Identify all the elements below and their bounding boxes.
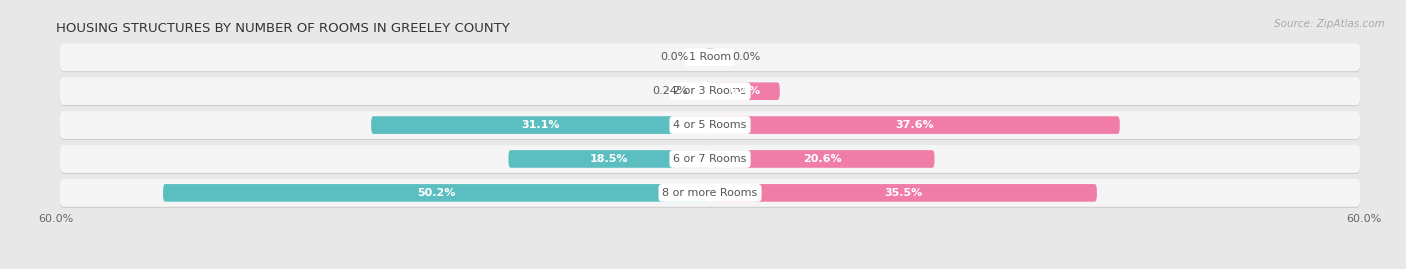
FancyBboxPatch shape	[59, 43, 1361, 71]
FancyBboxPatch shape	[371, 116, 710, 134]
Text: 0.0%: 0.0%	[659, 52, 689, 62]
FancyBboxPatch shape	[59, 77, 1361, 105]
Text: 6.4%: 6.4%	[730, 86, 761, 96]
Text: 18.5%: 18.5%	[591, 154, 628, 164]
Text: 6 or 7 Rooms: 6 or 7 Rooms	[673, 154, 747, 164]
Bar	[707, 48, 710, 66]
FancyBboxPatch shape	[710, 116, 1119, 134]
FancyBboxPatch shape	[710, 150, 935, 168]
Text: 8 or more Rooms: 8 or more Rooms	[662, 188, 758, 198]
Text: 0.24%: 0.24%	[652, 86, 689, 96]
Text: 37.6%: 37.6%	[896, 120, 934, 130]
Bar	[710, 48, 713, 66]
FancyBboxPatch shape	[59, 180, 1361, 208]
FancyBboxPatch shape	[59, 112, 1361, 140]
FancyBboxPatch shape	[59, 146, 1361, 174]
Text: HOUSING STRUCTURES BY NUMBER OF ROOMS IN GREELEY COUNTY: HOUSING STRUCTURES BY NUMBER OF ROOMS IN…	[56, 22, 510, 35]
Text: 50.2%: 50.2%	[418, 188, 456, 198]
Text: 35.5%: 35.5%	[884, 188, 922, 198]
FancyBboxPatch shape	[710, 184, 1097, 202]
Text: 20.6%: 20.6%	[803, 154, 842, 164]
FancyBboxPatch shape	[59, 78, 1361, 106]
FancyBboxPatch shape	[59, 111, 1361, 139]
Text: 4 or 5 Rooms: 4 or 5 Rooms	[673, 120, 747, 130]
Text: 1 Room: 1 Room	[689, 52, 731, 62]
Text: Source: ZipAtlas.com: Source: ZipAtlas.com	[1274, 19, 1385, 29]
Text: 2 or 3 Rooms: 2 or 3 Rooms	[673, 86, 747, 96]
FancyBboxPatch shape	[509, 150, 710, 168]
FancyBboxPatch shape	[59, 179, 1361, 207]
FancyBboxPatch shape	[59, 145, 1361, 173]
FancyBboxPatch shape	[163, 184, 710, 202]
FancyBboxPatch shape	[707, 82, 710, 100]
FancyBboxPatch shape	[59, 44, 1361, 72]
Text: 0.0%: 0.0%	[731, 52, 761, 62]
FancyBboxPatch shape	[710, 82, 780, 100]
Text: 31.1%: 31.1%	[522, 120, 560, 130]
